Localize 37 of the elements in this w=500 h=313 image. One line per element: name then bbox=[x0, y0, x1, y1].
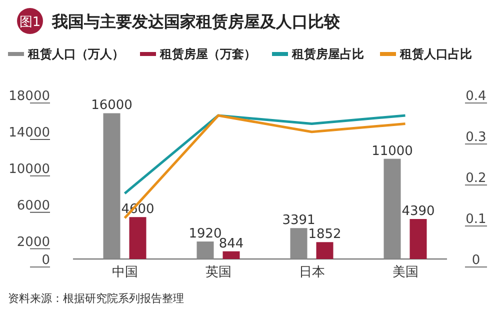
text: 资料来源：根据研究院系列报告整理 bbox=[8, 292, 184, 305]
bar bbox=[103, 113, 120, 259]
y2-tick-label: 0 bbox=[472, 253, 480, 268]
y2-tick-label: 0.2 bbox=[466, 171, 486, 186]
data-label: 16000 bbox=[91, 98, 132, 114]
legend-label: 租赁房屋占比 bbox=[291, 47, 364, 61]
x-tick-label: 中国 bbox=[112, 265, 138, 280]
legend-label: 租赁房屋（万套） bbox=[159, 47, 256, 61]
x-tick-label: 英国 bbox=[205, 265, 232, 280]
x-tick-label: 美国 bbox=[392, 264, 418, 280]
data-label: 11000 bbox=[372, 144, 413, 159]
bar bbox=[410, 219, 427, 259]
legend-label: 租赁人口占比 bbox=[399, 47, 472, 61]
x-tick-label: 日本 bbox=[298, 265, 325, 280]
y-tick-label: 14000 bbox=[8, 125, 50, 140]
y2-tick-label: 0.3 bbox=[466, 130, 486, 145]
y-tick-label: 2000 bbox=[16, 234, 50, 250]
y-tick-label: 10000 bbox=[8, 162, 50, 177]
data-label: 3391 bbox=[282, 213, 316, 228]
y2-tick-label: 0.4 bbox=[466, 89, 486, 104]
y2-tick-label: 0.1 bbox=[466, 212, 486, 227]
caption: 图1 bbox=[19, 15, 41, 30]
bar bbox=[290, 228, 308, 259]
bar bbox=[196, 242, 214, 259]
y-tick-label: 0 bbox=[42, 253, 50, 268]
bar bbox=[316, 242, 334, 259]
y-tick-label: 18000 bbox=[8, 89, 50, 104]
data-label: 844 bbox=[218, 236, 244, 252]
badge: 图1 bbox=[17, 8, 43, 34]
chart-title: 我国与主要发达国家租赁房屋及人口比较 bbox=[51, 12, 341, 31]
y-tick-label: 6000 bbox=[16, 198, 50, 214]
bar bbox=[384, 158, 401, 259]
legend-label: 租赁人口（万人） bbox=[27, 47, 124, 61]
bar bbox=[222, 251, 240, 259]
data-label: 4390 bbox=[402, 204, 435, 219]
bar bbox=[129, 217, 146, 259]
data-label: 1852 bbox=[308, 227, 342, 242]
